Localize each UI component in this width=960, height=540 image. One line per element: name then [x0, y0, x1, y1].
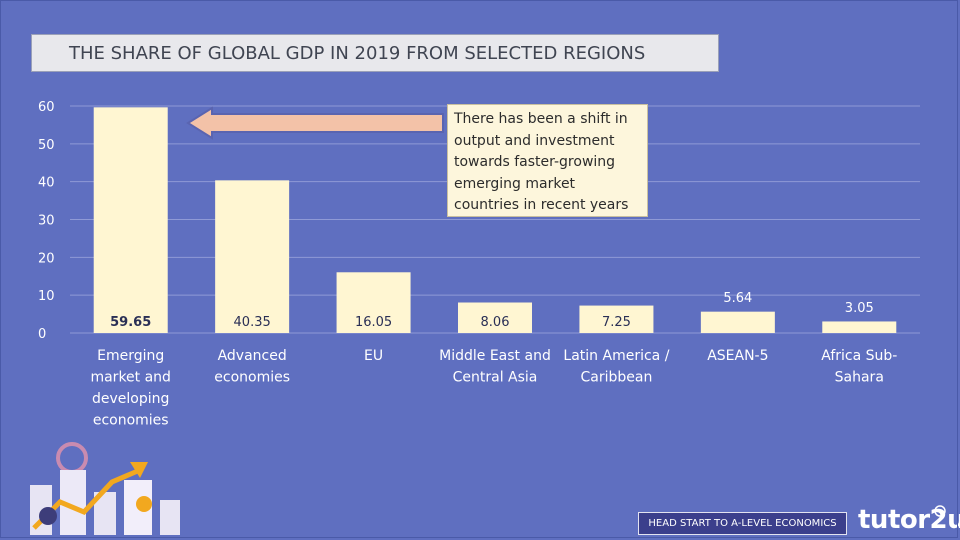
value-label: 59.65 — [110, 315, 151, 330]
y-tick-label: 30 — [38, 214, 55, 229]
bar — [93, 107, 168, 334]
bar — [822, 321, 897, 333]
value-label: 40.35 — [234, 315, 271, 330]
growth-illustration — [30, 442, 180, 535]
chart-title: THE SHARE OF GLOBAL GDP IN 2019 FROM SEL… — [31, 34, 719, 72]
brand-mark-icon — [934, 505, 946, 517]
bar — [458, 302, 532, 333]
y-tick-label: 60 — [38, 100, 55, 115]
category-label: EU — [364, 348, 383, 364]
value-label: 3.05 — [845, 301, 874, 316]
left-arrow-icon — [186, 106, 444, 140]
y-tick-label: 50 — [38, 138, 55, 153]
category-label: ASEAN-5 — [707, 348, 768, 364]
category-label: market and — [90, 370, 170, 386]
y-tick-label: 40 — [38, 176, 55, 191]
category-label: Middle East and — [439, 348, 551, 364]
bar — [336, 272, 411, 333]
category-label: Africa Sub- — [821, 348, 897, 364]
category-label: Advanced — [218, 348, 287, 364]
value-label: 16.05 — [355, 315, 392, 330]
category-label: Emerging — [97, 348, 164, 364]
y-tick-label: 10 — [38, 289, 55, 304]
y-tick-label: 20 — [38, 251, 55, 266]
category-label: Caribbean — [581, 370, 653, 386]
bar — [700, 311, 775, 333]
course-banner: HEAD START TO A-LEVEL ECONOMICS — [638, 512, 847, 535]
bar — [215, 180, 290, 333]
category-label: Central Asia — [453, 370, 538, 386]
category-label: economies — [93, 413, 169, 429]
category-label: economies — [214, 370, 290, 386]
category-label: developing — [92, 391, 169, 407]
callout-text: There has been a shift in output and inv… — [447, 104, 648, 217]
value-label: 5.64 — [723, 291, 752, 306]
value-label: 7.25 — [602, 315, 631, 330]
category-label: Latin America / — [563, 348, 669, 364]
value-label: 8.06 — [481, 315, 510, 330]
y-tick-label: 0 — [38, 327, 46, 342]
bar — [579, 305, 654, 333]
brand-logo: tutor2u — [858, 505, 960, 535]
category-label: Sahara — [835, 370, 884, 386]
